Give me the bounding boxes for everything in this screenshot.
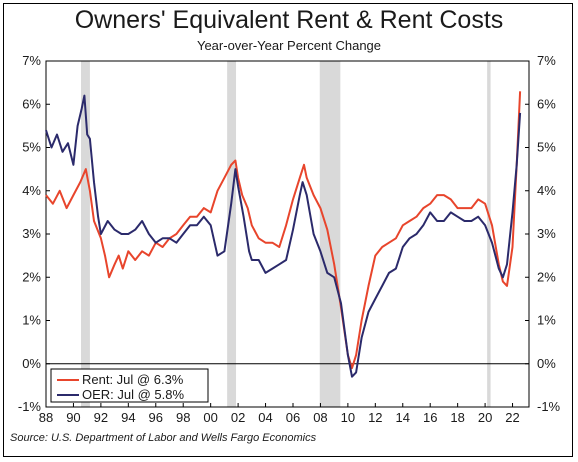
y-tick-label-right: -1% bbox=[537, 399, 561, 414]
recession-band bbox=[319, 61, 341, 407]
legend-label-oer: OER: Jul @ 5.8% bbox=[82, 387, 185, 402]
y-tick-label-right: 4% bbox=[537, 183, 556, 198]
x-tick-label: 10 bbox=[341, 410, 355, 425]
y-tick-label-right: 3% bbox=[537, 226, 556, 241]
x-tick-label: 14 bbox=[396, 410, 410, 425]
x-tick-label: 08 bbox=[313, 410, 327, 425]
y-tick-label-left: 2% bbox=[22, 269, 41, 284]
x-tick-label: 00 bbox=[203, 410, 217, 425]
x-tick-label: 94 bbox=[121, 410, 135, 425]
recession-band bbox=[80, 61, 90, 407]
x-tick-label: 20 bbox=[478, 410, 492, 425]
chart-source: Source: U.S. Department of Labor and Wel… bbox=[10, 432, 317, 444]
recession-bands bbox=[80, 61, 491, 407]
series-line-oer bbox=[45, 94, 522, 378]
chart-title: Owners' Equivalent Rent & Rent Costs bbox=[74, 6, 504, 34]
y-tick-label-left: 3% bbox=[22, 226, 41, 241]
series-lines bbox=[45, 91, 522, 378]
y-tick-label-right: 6% bbox=[537, 96, 556, 111]
y-tick-label-left: 0% bbox=[22, 356, 41, 371]
legend-box bbox=[50, 368, 209, 403]
x-tick-label: 02 bbox=[231, 410, 245, 425]
y-tick-label-right: 5% bbox=[537, 140, 556, 155]
legend: Rent: Jul @ 6.3%OER: Jul @ 5.8% bbox=[50, 368, 209, 403]
y-tick-label-left: 7% bbox=[22, 53, 41, 68]
y-tick-label-left: -1% bbox=[18, 399, 42, 414]
x-tick-label: 12 bbox=[368, 410, 382, 425]
x-tick-label: 04 bbox=[258, 410, 272, 425]
x-tick-label: 06 bbox=[286, 410, 300, 425]
x-tick-label: 92 bbox=[94, 410, 108, 425]
plot-axes: -1% -1% 0% 0% 1% 1% 2% 2% 3% 3% 4% 4% 5% 5% 6% 6% 7% 7% 88… bbox=[18, 53, 561, 425]
y-tick-label-left: 6% bbox=[22, 96, 41, 111]
chart-subtitle: Year-over-Year Percent Change bbox=[196, 38, 382, 53]
x-tick-label: 22 bbox=[505, 410, 519, 425]
x-tick-label: 98 bbox=[176, 410, 190, 425]
series-line-rent bbox=[45, 91, 522, 370]
y-tick-label-right: 0% bbox=[537, 356, 556, 371]
recession-band bbox=[227, 61, 237, 407]
y-tick-label-right: 2% bbox=[537, 269, 556, 284]
y-tick-label-left: 5% bbox=[22, 140, 41, 155]
x-tick-label: 18 bbox=[450, 410, 464, 425]
legend-label-rent: Rent: Jul @ 6.3% bbox=[82, 372, 184, 387]
y-tick-label-left: 1% bbox=[22, 313, 41, 328]
x-tick-label: 16 bbox=[423, 410, 437, 425]
y-tick-label-left: 4% bbox=[22, 183, 41, 198]
x-tick-label: 96 bbox=[149, 410, 163, 425]
y-tick-label-right: 1% bbox=[537, 313, 556, 328]
plot-border bbox=[45, 60, 530, 408]
x-tick-label: 90 bbox=[66, 410, 80, 425]
y-tick-label-right: 7% bbox=[537, 53, 556, 68]
x-tick-label: 88 bbox=[39, 410, 53, 425]
